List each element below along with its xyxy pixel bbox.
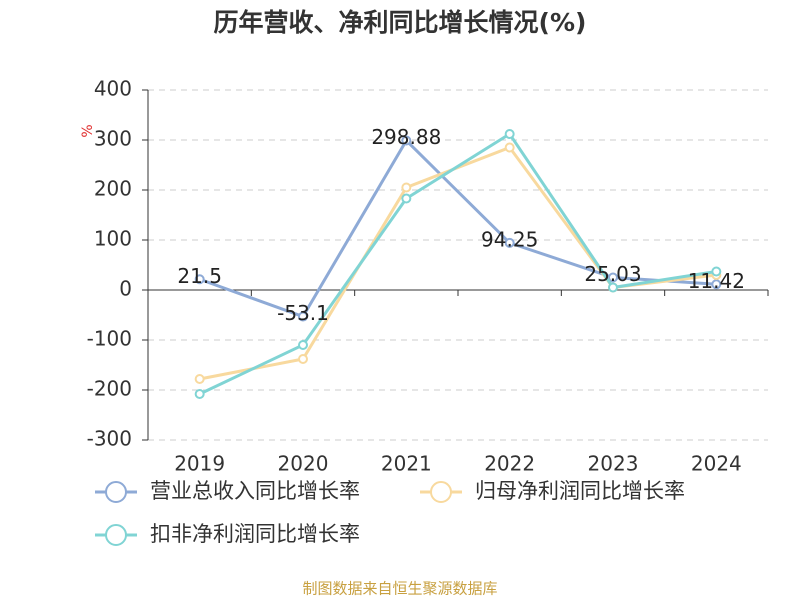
x-tick-label: 2024 [691, 452, 742, 476]
series-line [199, 138, 717, 319]
data-label: -53.1 [277, 301, 329, 325]
data-label: 298.88 [371, 125, 441, 149]
legend-marker [105, 524, 127, 546]
data-point [608, 272, 618, 283]
data-point [298, 340, 308, 350]
chart-title: 历年营收、净利同比增长情况(%) [214, 8, 587, 37]
data-point [401, 182, 412, 193]
data-label: 11.42 [688, 269, 745, 293]
legend-label: 扣非净利润同比增长率 [150, 522, 360, 546]
y-tick-label: 200 [94, 177, 132, 201]
data-point [194, 389, 205, 399]
data-point [401, 193, 412, 204]
legend-label: 归母净利润同比增长率 [475, 479, 685, 503]
x-tick-label: 2021 [381, 452, 432, 476]
data-point [711, 266, 722, 277]
legend-marker [430, 481, 452, 503]
y-tick-label: -200 [87, 377, 132, 401]
x-tick-label: 2020 [278, 452, 329, 476]
data-point [194, 374, 205, 384]
x-tick-label: 2019 [174, 452, 225, 476]
x-tick-label: 2023 [588, 452, 639, 476]
data-point [504, 129, 515, 139]
y-tick-label: -300 [87, 427, 132, 451]
series-line [199, 131, 717, 396]
data-point [608, 282, 618, 293]
data-label: 21.5 [177, 264, 222, 288]
data-point [504, 237, 515, 248]
y-tick-label: 300 [94, 127, 132, 151]
data-point [401, 135, 412, 146]
data-label: 25.03 [584, 262, 641, 286]
source-note: 制图数据来自恒生聚源数据库 [302, 580, 497, 598]
data-point [711, 279, 722, 290]
legend-marker [105, 481, 127, 503]
data-label: 94.25 [481, 227, 538, 251]
x-tick-label: 2022 [484, 452, 535, 476]
data-point [194, 274, 205, 285]
y-tick-label: 400 [94, 77, 132, 101]
y-tick-label: 0 [119, 277, 132, 301]
y-tick-label: 100 [94, 227, 132, 251]
data-point [504, 142, 515, 153]
legend-label: 营业总收入同比增长率 [150, 479, 360, 503]
data-point [298, 311, 308, 322]
y-axis-label: % [80, 124, 96, 137]
y-tick-label: -100 [87, 327, 132, 351]
data-point [298, 354, 308, 364]
